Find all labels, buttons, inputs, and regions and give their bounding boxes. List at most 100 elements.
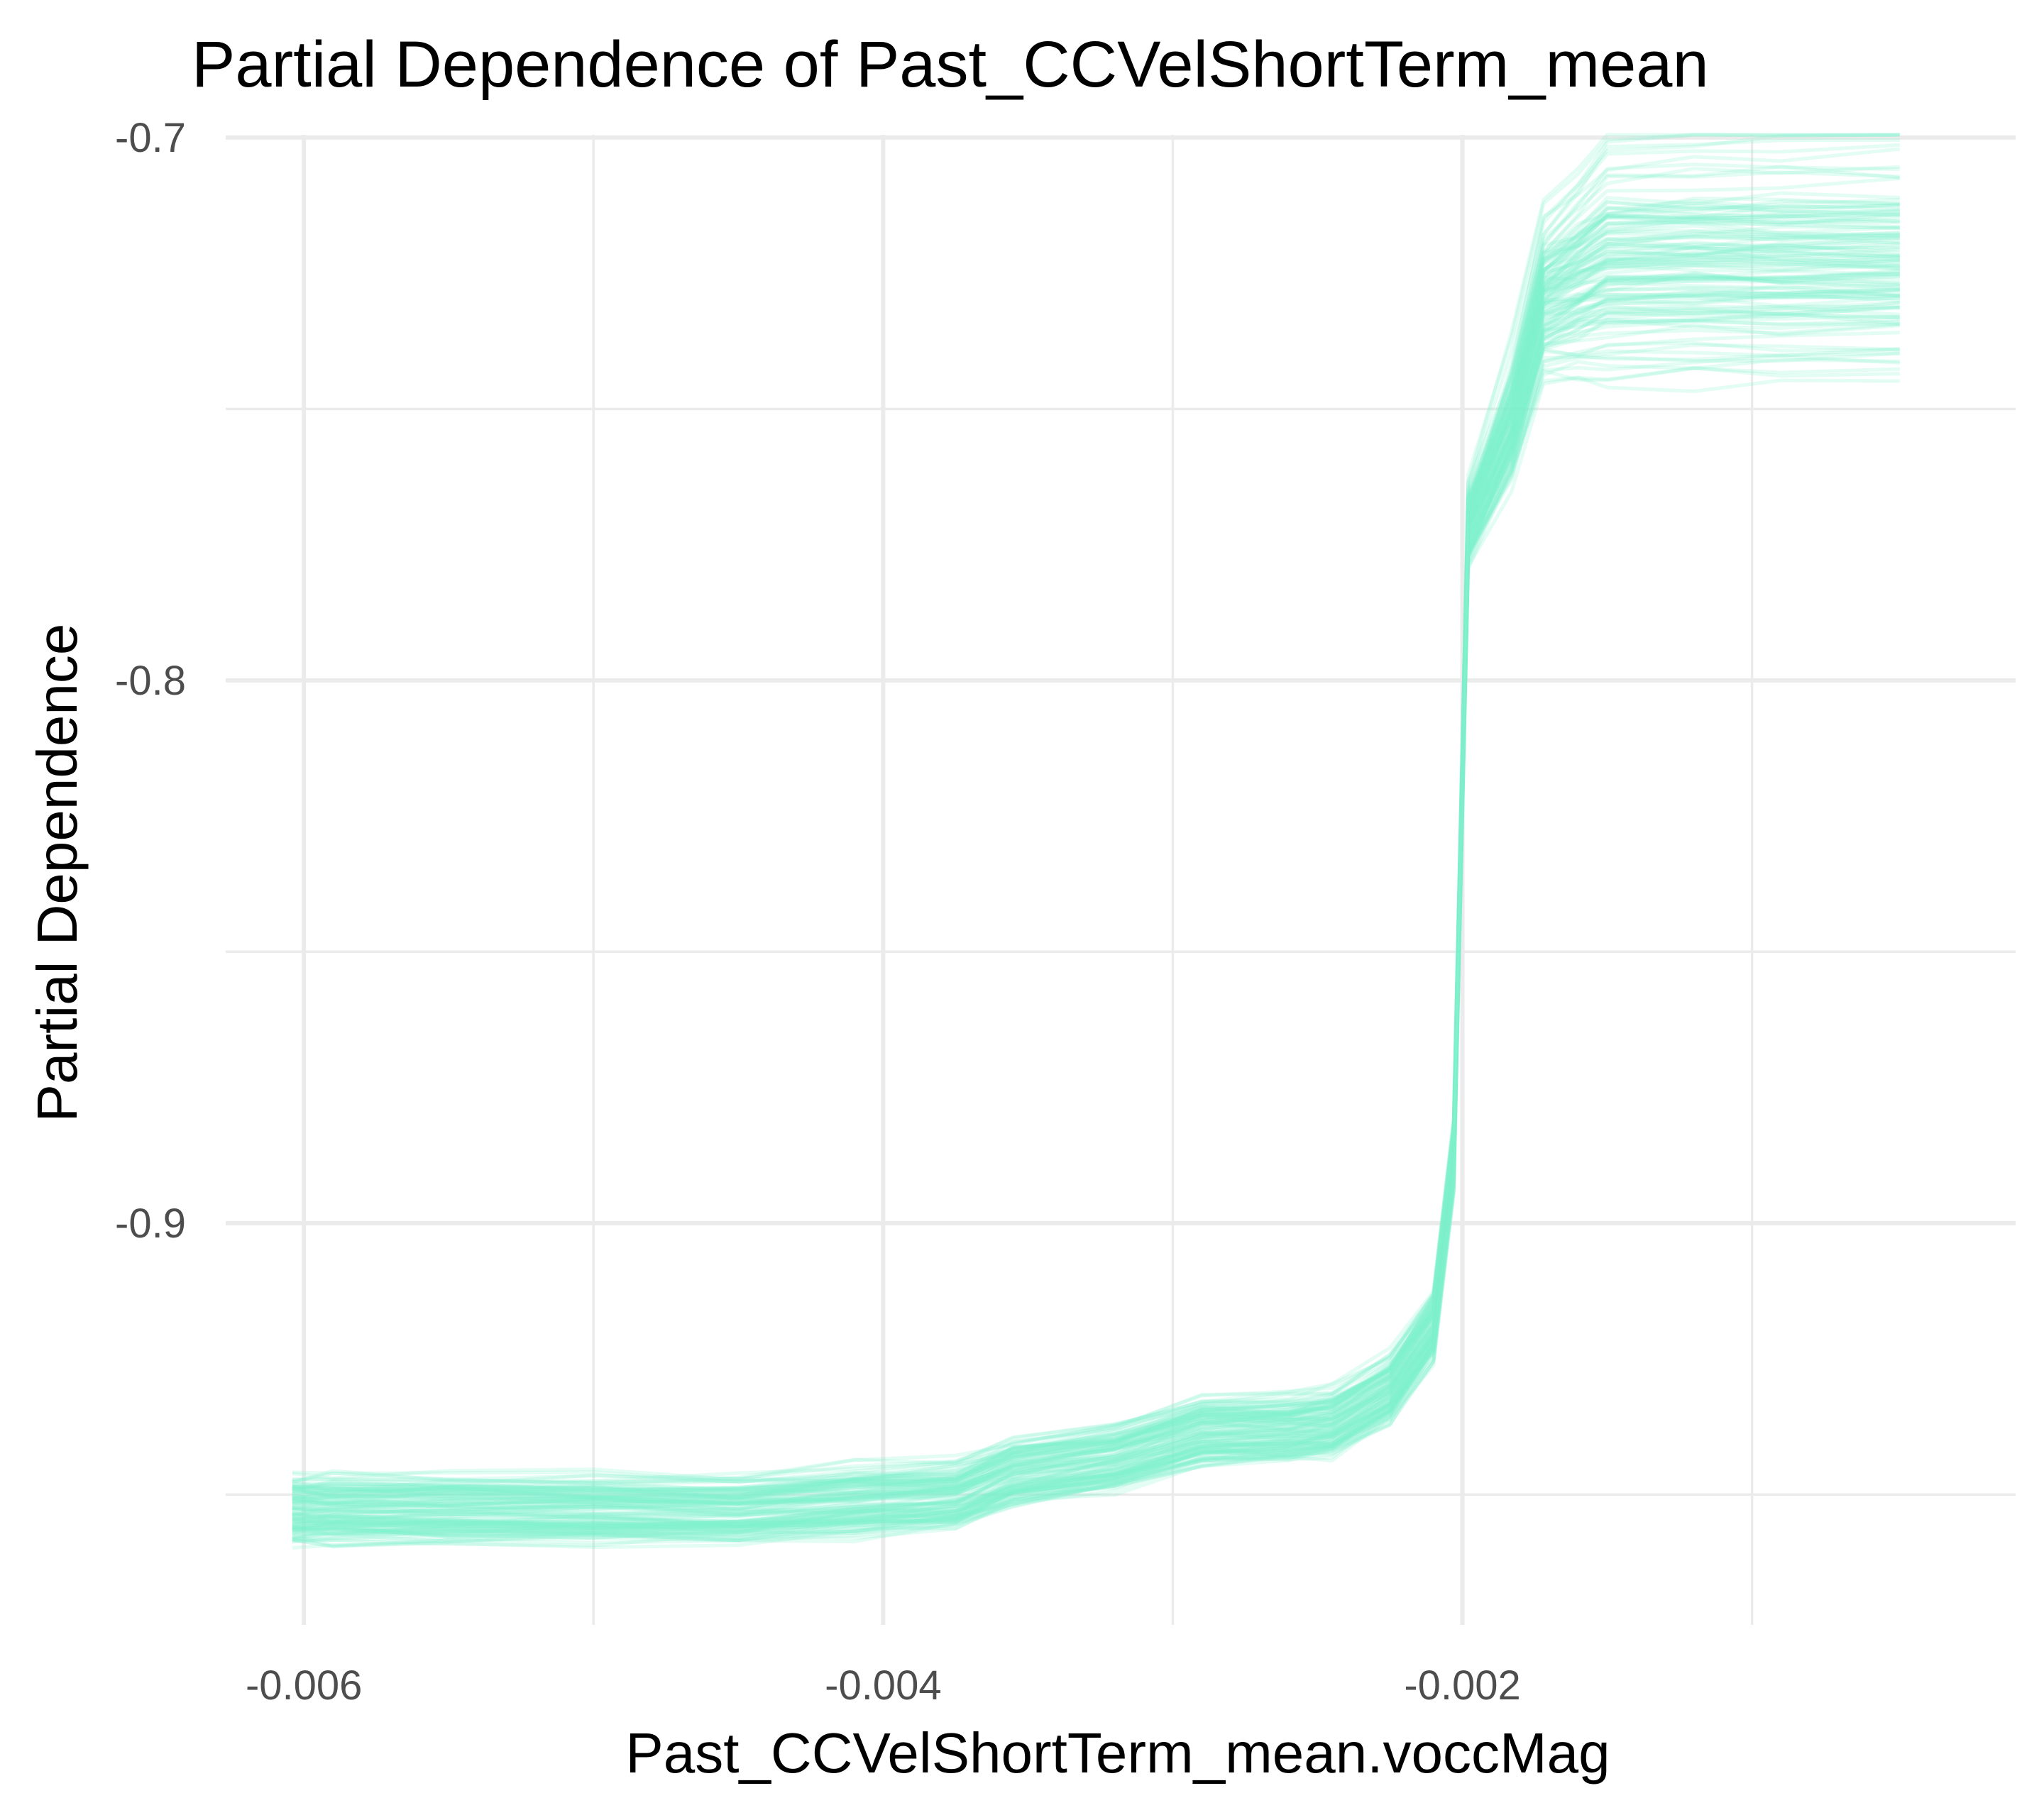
ice-line — [292, 358, 1900, 1528]
ice-line — [292, 347, 1900, 1506]
x-tick-label: -0.002 — [1404, 1662, 1520, 1709]
ice-line — [292, 133, 1900, 1528]
ice-line — [292, 133, 1900, 1497]
ice-line — [292, 213, 1900, 1527]
ice-line — [292, 242, 1900, 1517]
ice-line — [292, 292, 1900, 1487]
ice-line — [292, 200, 1900, 1509]
ice-line — [292, 285, 1900, 1483]
ice-line — [292, 246, 1900, 1519]
ice-line — [292, 366, 1900, 1516]
ice-line — [292, 270, 1900, 1512]
ice-line — [292, 253, 1900, 1517]
ice-line — [292, 241, 1900, 1513]
ice-line — [292, 293, 1900, 1550]
ice-line — [292, 343, 1900, 1510]
ice-line — [292, 211, 1901, 1491]
ice-line — [292, 259, 1900, 1501]
ice-line — [292, 275, 1900, 1526]
ice-line — [292, 235, 1900, 1510]
ice-line — [292, 170, 1900, 1533]
ice-line — [292, 272, 1900, 1543]
y-tick-label: -0.7 — [115, 115, 186, 161]
ice-line — [292, 286, 1900, 1501]
ice-line — [292, 292, 1900, 1528]
ice-line — [292, 306, 1900, 1537]
ice-line — [292, 133, 1900, 1496]
y-tick-label: -0.9 — [115, 1201, 186, 1247]
ice-line — [292, 306, 1900, 1535]
ice-line — [292, 263, 1900, 1500]
ice-line — [292, 314, 1900, 1518]
ice-line — [292, 206, 1900, 1525]
ice-line — [292, 232, 1900, 1499]
ice-line — [292, 147, 1901, 1491]
ice-line — [292, 219, 1900, 1536]
ice-line — [292, 214, 1900, 1533]
ice-line — [292, 271, 1900, 1544]
ice-line — [292, 253, 1900, 1505]
ice-line — [292, 375, 1900, 1496]
ice-line — [292, 319, 1900, 1530]
ice-line — [292, 133, 1900, 1531]
ice-line — [292, 287, 1900, 1485]
ice-line — [292, 311, 1901, 1530]
ice-line — [292, 301, 1900, 1548]
ice-line — [292, 317, 1900, 1505]
x-tick-label: -0.004 — [825, 1662, 941, 1709]
ice-line — [292, 258, 1901, 1495]
y-tick-label: -0.8 — [115, 658, 186, 704]
ice-line — [292, 313, 1900, 1505]
tick-labels-layer: -0.006 -0.004 -0.002 -0.7 -0.8 -0.9 — [115, 115, 1521, 1709]
ice-line — [292, 259, 1900, 1493]
ice-line — [292, 233, 1900, 1513]
ice-line — [292, 245, 1900, 1532]
ice-line — [292, 245, 1900, 1501]
ice-line — [292, 176, 1901, 1524]
ice-line — [292, 250, 1900, 1543]
ice-line — [292, 304, 1900, 1518]
ice-line — [292, 294, 1900, 1498]
ice-line — [292, 240, 1900, 1499]
ice-line — [292, 257, 1900, 1494]
ice-line — [292, 354, 1900, 1533]
ice-line — [292, 248, 1900, 1506]
ice-line — [292, 255, 1900, 1521]
ice-line — [292, 199, 1900, 1513]
ice-line — [292, 201, 1900, 1540]
ice-line — [292, 138, 1900, 1535]
ice-line — [292, 241, 1900, 1541]
ice-line — [292, 215, 1900, 1514]
ice-line — [292, 224, 1900, 1536]
ice-line — [292, 365, 1900, 1540]
ice-line — [292, 341, 1900, 1522]
ice-line — [292, 197, 1900, 1543]
ice-line — [292, 229, 1900, 1506]
ice-line — [292, 304, 1901, 1538]
ice-line — [292, 206, 1900, 1499]
ice-line — [292, 165, 1901, 1511]
chart-title: Partial Dependence of Past_CCVelShortTer… — [192, 28, 1709, 101]
ice-line — [292, 263, 1900, 1523]
ice-line — [292, 197, 1900, 1535]
ice-line — [292, 233, 1901, 1500]
ice-line — [292, 165, 1900, 1526]
ice-line — [292, 274, 1900, 1531]
ice-line — [292, 191, 1900, 1505]
ice-lines-layer — [292, 133, 1901, 1550]
ice-line — [292, 257, 1900, 1510]
ice-line — [292, 220, 1900, 1511]
ice-line — [292, 216, 1900, 1494]
ice-line — [292, 288, 1900, 1528]
ice-line — [292, 318, 1900, 1506]
ice-line — [292, 225, 1900, 1511]
ice-line — [292, 236, 1901, 1494]
ice-line — [292, 234, 1900, 1518]
ice-line — [292, 323, 1900, 1501]
ice-line — [292, 208, 1900, 1500]
ice-line — [292, 271, 1900, 1530]
ice-line — [292, 308, 1900, 1540]
ice-line — [292, 331, 1900, 1536]
